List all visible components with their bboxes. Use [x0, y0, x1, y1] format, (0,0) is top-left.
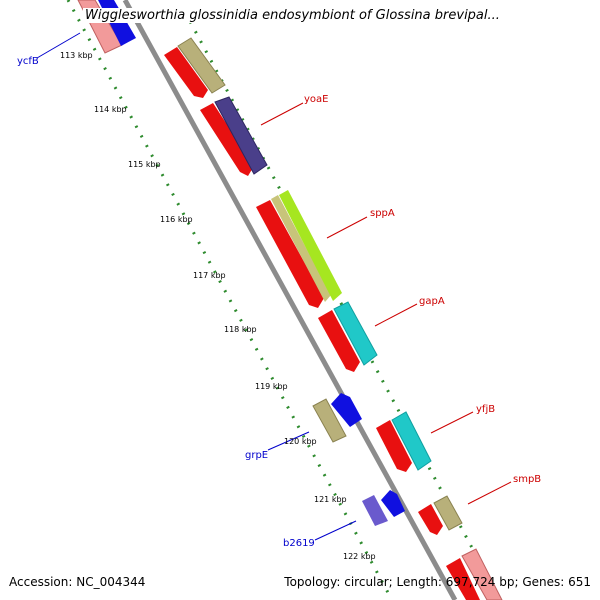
gene-label-yfjB[interactable]: yfjB	[476, 404, 495, 415]
scale-tick-label: 113 kbp	[60, 51, 93, 60]
scale-tick-label: 120 kbp	[284, 437, 317, 446]
feature-cds-1[interactable]	[164, 37, 226, 98]
yfjB-leader-line	[430, 411, 474, 434]
gene-label-ycfB[interactable]: ycfB	[17, 56, 39, 67]
forward-tick-track	[183, 11, 502, 600]
scale-tick-label: 114 kbp	[94, 105, 127, 114]
feature-sppA[interactable]	[256, 190, 342, 308]
feature-cds-bottom[interactable]	[446, 548, 503, 600]
scale-tick-label: 116 kbp	[160, 215, 193, 224]
smpB-leader-line	[467, 481, 512, 505]
scale-tick-label: 119 kbp	[255, 382, 288, 391]
scale-tick-label: 115 kbp	[128, 160, 161, 169]
scale-tick-label: 118 kbp	[224, 325, 257, 334]
genome-backbone	[122, 0, 458, 600]
gapA-leader-line	[374, 303, 418, 327]
gene-label-yoaE[interactable]: yoaE	[304, 94, 328, 105]
b2619-leader-line	[314, 520, 357, 541]
scale-tick-label: 122 kbp	[343, 552, 376, 561]
feature-yfjB[interactable]	[376, 411, 432, 472]
gene-label-b2619[interactable]: b2619	[283, 538, 315, 549]
gene-label-gapA[interactable]: gapA	[419, 296, 445, 307]
yoaE-leader-line	[260, 102, 304, 126]
feature-gapA[interactable]	[318, 301, 378, 372]
gene-label-grpE[interactable]: grpE	[245, 450, 268, 461]
feature-yoaE[interactable]	[200, 96, 268, 176]
ycfB-leader-line	[36, 32, 81, 59]
gene-label-smpB[interactable]: smpB	[513, 474, 541, 485]
reverse-tick-track	[66, 0, 394, 600]
accession-label: Accession: NC_004344	[9, 575, 146, 589]
scale-tick-label: 121 kbp	[314, 495, 347, 504]
grpE-leader-line	[267, 431, 310, 451]
sppA-leader-line	[326, 216, 368, 239]
map-title: Wigglesworthia glossinidia endosymbiont …	[83, 8, 502, 23]
scale-tick-label: 117 kbp	[193, 271, 226, 280]
genome-summary: Topology: circular; Length: 697,724 bp; …	[284, 575, 591, 589]
feature-grpE[interactable]	[312, 393, 362, 443]
feature-b2619[interactable]	[362, 490, 405, 526]
gene-label-sppA[interactable]: sppA	[370, 208, 395, 219]
feature-smpB[interactable]	[418, 495, 463, 535]
